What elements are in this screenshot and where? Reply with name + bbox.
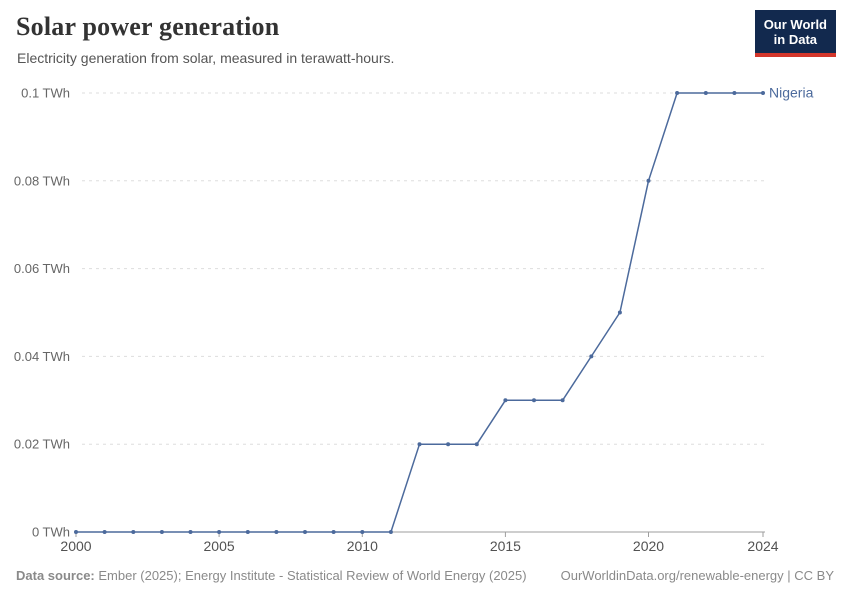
data-point[interactable] <box>303 530 307 534</box>
owid-logo-line1: Our World <box>763 17 827 32</box>
data-point[interactable] <box>617 310 622 315</box>
owid-logo-line2: in Data <box>773 32 818 48</box>
data-point[interactable] <box>131 530 136 534</box>
license-note[interactable]: OurWorldinData.org/renewable-energy | CC… <box>560 568 834 583</box>
data-point[interactable] <box>761 91 765 95</box>
data-point[interactable] <box>446 442 451 447</box>
chart-footer: Data source: Ember (2025); Energy Instit… <box>16 568 834 583</box>
data-point[interactable] <box>245 530 250 534</box>
y-axis-tick-label: 0.02 TWh <box>14 437 70 452</box>
data-source-note: Data source: Ember (2025); Energy Instit… <box>16 568 527 583</box>
data-point[interactable] <box>646 178 651 183</box>
data-point[interactable] <box>331 530 336 534</box>
data-point[interactable] <box>703 91 708 95</box>
title-block: Solar power generation Electricity gener… <box>16 10 394 66</box>
data-point[interactable] <box>589 354 594 359</box>
x-axis-tick-label: 2005 <box>204 538 235 554</box>
data-point[interactable] <box>74 530 78 534</box>
series-label[interactable]: Nigeria <box>769 85 814 101</box>
data-point[interactable] <box>503 398 508 403</box>
y-axis-tick-label: 0 TWh <box>32 525 70 540</box>
data-point[interactable] <box>217 530 222 534</box>
x-axis-tick-label: 2024 <box>747 538 778 554</box>
data-point[interactable] <box>675 91 680 95</box>
data-point[interactable] <box>360 530 365 534</box>
data-source-text: Ember (2025); Energy Institute - Statist… <box>94 568 527 583</box>
trend-line[interactable] <box>76 92 763 533</box>
chart-header: Solar power generation Electricity gener… <box>16 10 836 66</box>
y-axis-tick-label: 0.1 TWh <box>21 86 70 101</box>
data-point[interactable] <box>732 91 737 95</box>
x-axis-tick-label: 2015 <box>490 538 521 554</box>
data-point[interactable] <box>274 530 279 534</box>
x-axis-tick-label: 2010 <box>347 538 378 554</box>
data-point[interactable] <box>102 530 107 534</box>
y-axis-tick-label: 0.04 TWh <box>14 349 70 364</box>
data-point[interactable] <box>159 530 164 534</box>
data-point[interactable] <box>417 442 422 447</box>
data-source-label: Data source: <box>16 568 95 583</box>
page-title: Solar power generation <box>16 12 280 41</box>
data-point[interactable] <box>388 530 393 534</box>
owid-logo[interactable]: Our World in Data <box>754 10 836 57</box>
x-axis-tick-label: 2000 <box>60 538 91 554</box>
data-point[interactable] <box>560 398 565 403</box>
data-point[interactable] <box>188 530 193 534</box>
x-axis-tick-label: 2020 <box>633 538 664 554</box>
y-axis-tick-label: 0.08 TWh <box>14 173 70 188</box>
y-axis-tick-label: 0.06 TWh <box>14 261 70 276</box>
data-point[interactable] <box>532 398 536 403</box>
data-point[interactable] <box>474 442 479 447</box>
chart-subtitle: Electricity generation from solar, measu… <box>17 50 395 66</box>
